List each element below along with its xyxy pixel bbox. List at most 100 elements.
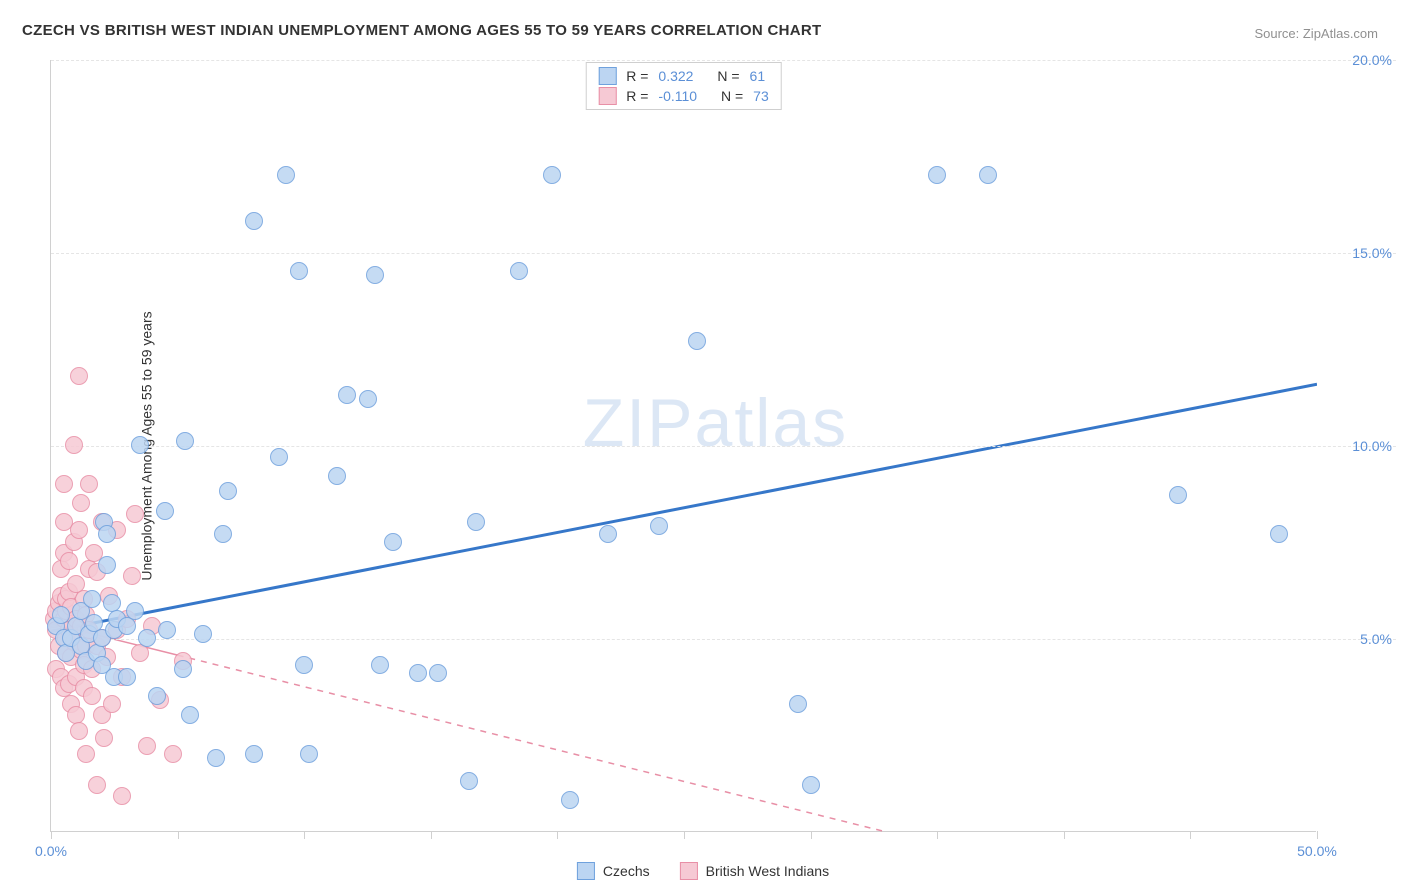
r-label-bwi: R = xyxy=(626,88,648,104)
data-point-czechs xyxy=(214,525,232,543)
y-tick-label: 5.0% xyxy=(1360,631,1392,647)
data-point-czechs xyxy=(328,467,346,485)
data-point-czechs xyxy=(371,656,389,674)
legend-swatch-czechs xyxy=(598,67,616,85)
data-point-czechs xyxy=(429,664,447,682)
data-point-czechs xyxy=(118,668,136,686)
data-point-czechs xyxy=(561,791,579,809)
data-point-czechs xyxy=(245,212,263,230)
data-point-czechs xyxy=(148,687,166,705)
data-point-czechs xyxy=(510,262,528,280)
legend-label-czechs: Czechs xyxy=(603,863,650,879)
n-value-czechs: 61 xyxy=(750,68,766,84)
data-point-czechs xyxy=(599,525,617,543)
legend-item-bwi: British West Indians xyxy=(680,862,829,880)
data-point-czechs xyxy=(131,436,149,454)
n-label-bwi: N = xyxy=(721,88,743,104)
data-point-czechs xyxy=(467,513,485,531)
data-point-czechs xyxy=(928,166,946,184)
data-point-czechs xyxy=(245,745,263,763)
data-point-czechs xyxy=(789,695,807,713)
legend-series: Czechs British West Indians xyxy=(577,862,829,880)
data-point-czechs xyxy=(290,262,308,280)
r-value-bwi: -0.110 xyxy=(658,88,697,104)
data-point-czechs xyxy=(979,166,997,184)
data-point-bwi xyxy=(123,567,141,585)
grid-line xyxy=(51,253,1396,254)
correlation-chart: CZECH VS BRITISH WEST INDIAN UNEMPLOYMEN… xyxy=(0,0,1406,892)
data-point-czechs xyxy=(688,332,706,350)
data-point-czechs xyxy=(118,617,136,635)
legend-label-bwi: British West Indians xyxy=(706,863,829,879)
data-point-bwi xyxy=(88,776,106,794)
data-point-czechs xyxy=(300,745,318,763)
x-tick xyxy=(1064,831,1065,839)
data-point-czechs xyxy=(802,776,820,794)
data-point-czechs xyxy=(83,590,101,608)
data-point-czechs xyxy=(98,525,116,543)
r-value-czechs: 0.322 xyxy=(658,68,693,84)
x-tick-label: 0.0% xyxy=(35,843,67,859)
legend-stats-box: R = 0.322 N = 61 R = -0.110 N = 73 xyxy=(585,62,782,110)
data-point-bwi xyxy=(138,737,156,755)
x-tick xyxy=(937,831,938,839)
x-tick xyxy=(51,831,52,839)
watermark-light: atlas xyxy=(695,385,849,461)
x-tick xyxy=(1190,831,1191,839)
data-point-bwi xyxy=(65,436,83,454)
x-tick xyxy=(811,831,812,839)
grid-line xyxy=(51,446,1396,447)
data-point-bwi xyxy=(103,695,121,713)
data-point-czechs xyxy=(460,772,478,790)
data-point-bwi xyxy=(77,745,95,763)
x-tick xyxy=(431,831,432,839)
data-point-czechs xyxy=(366,266,384,284)
data-point-czechs xyxy=(98,556,116,574)
data-point-czechs xyxy=(194,625,212,643)
data-point-bwi xyxy=(95,729,113,747)
data-point-czechs xyxy=(277,166,295,184)
r-label-czechs: R = xyxy=(626,68,648,84)
legend-stats-row-bwi: R = -0.110 N = 73 xyxy=(598,87,769,105)
source-link[interactable]: ZipAtlas.com xyxy=(1303,26,1378,41)
data-point-czechs xyxy=(650,517,668,535)
data-point-czechs xyxy=(176,432,194,450)
watermark-bold: ZIP xyxy=(583,385,695,461)
data-point-czechs xyxy=(126,602,144,620)
data-point-bwi xyxy=(113,787,131,805)
data-point-bwi xyxy=(60,552,78,570)
data-point-czechs xyxy=(409,664,427,682)
data-point-czechs xyxy=(384,533,402,551)
y-tick-label: 15.0% xyxy=(1352,245,1392,261)
data-point-bwi xyxy=(164,745,182,763)
data-point-czechs xyxy=(1270,525,1288,543)
x-tick xyxy=(684,831,685,839)
source-prefix: Source: xyxy=(1254,26,1302,41)
legend-swatch-czechs-icon xyxy=(577,862,595,880)
data-point-bwi xyxy=(126,505,144,523)
legend-swatch-bwi xyxy=(598,87,616,105)
data-point-czechs xyxy=(174,660,192,678)
data-point-bwi xyxy=(131,644,149,662)
plot-area: ZIPatlas R = 0.322 N = 61 R = -0.110 N =… xyxy=(50,60,1316,832)
data-point-czechs xyxy=(156,502,174,520)
chart-source: Source: ZipAtlas.com xyxy=(1254,26,1378,41)
data-point-czechs xyxy=(338,386,356,404)
x-tick xyxy=(178,831,179,839)
chart-title: CZECH VS BRITISH WEST INDIAN UNEMPLOYMEN… xyxy=(22,22,821,39)
data-point-bwi xyxy=(70,722,88,740)
data-point-czechs xyxy=(543,166,561,184)
x-tick xyxy=(304,831,305,839)
legend-swatch-bwi-icon xyxy=(680,862,698,880)
data-point-czechs xyxy=(359,390,377,408)
x-tick xyxy=(1317,831,1318,839)
data-point-bwi xyxy=(72,494,90,512)
x-tick-label: 50.0% xyxy=(1297,843,1337,859)
data-point-bwi xyxy=(83,687,101,705)
n-label-czechs: N = xyxy=(717,68,739,84)
data-point-czechs xyxy=(181,706,199,724)
data-point-czechs xyxy=(270,448,288,466)
y-tick-label: 20.0% xyxy=(1352,52,1392,68)
grid-line xyxy=(51,639,1396,640)
data-point-czechs xyxy=(138,629,156,647)
